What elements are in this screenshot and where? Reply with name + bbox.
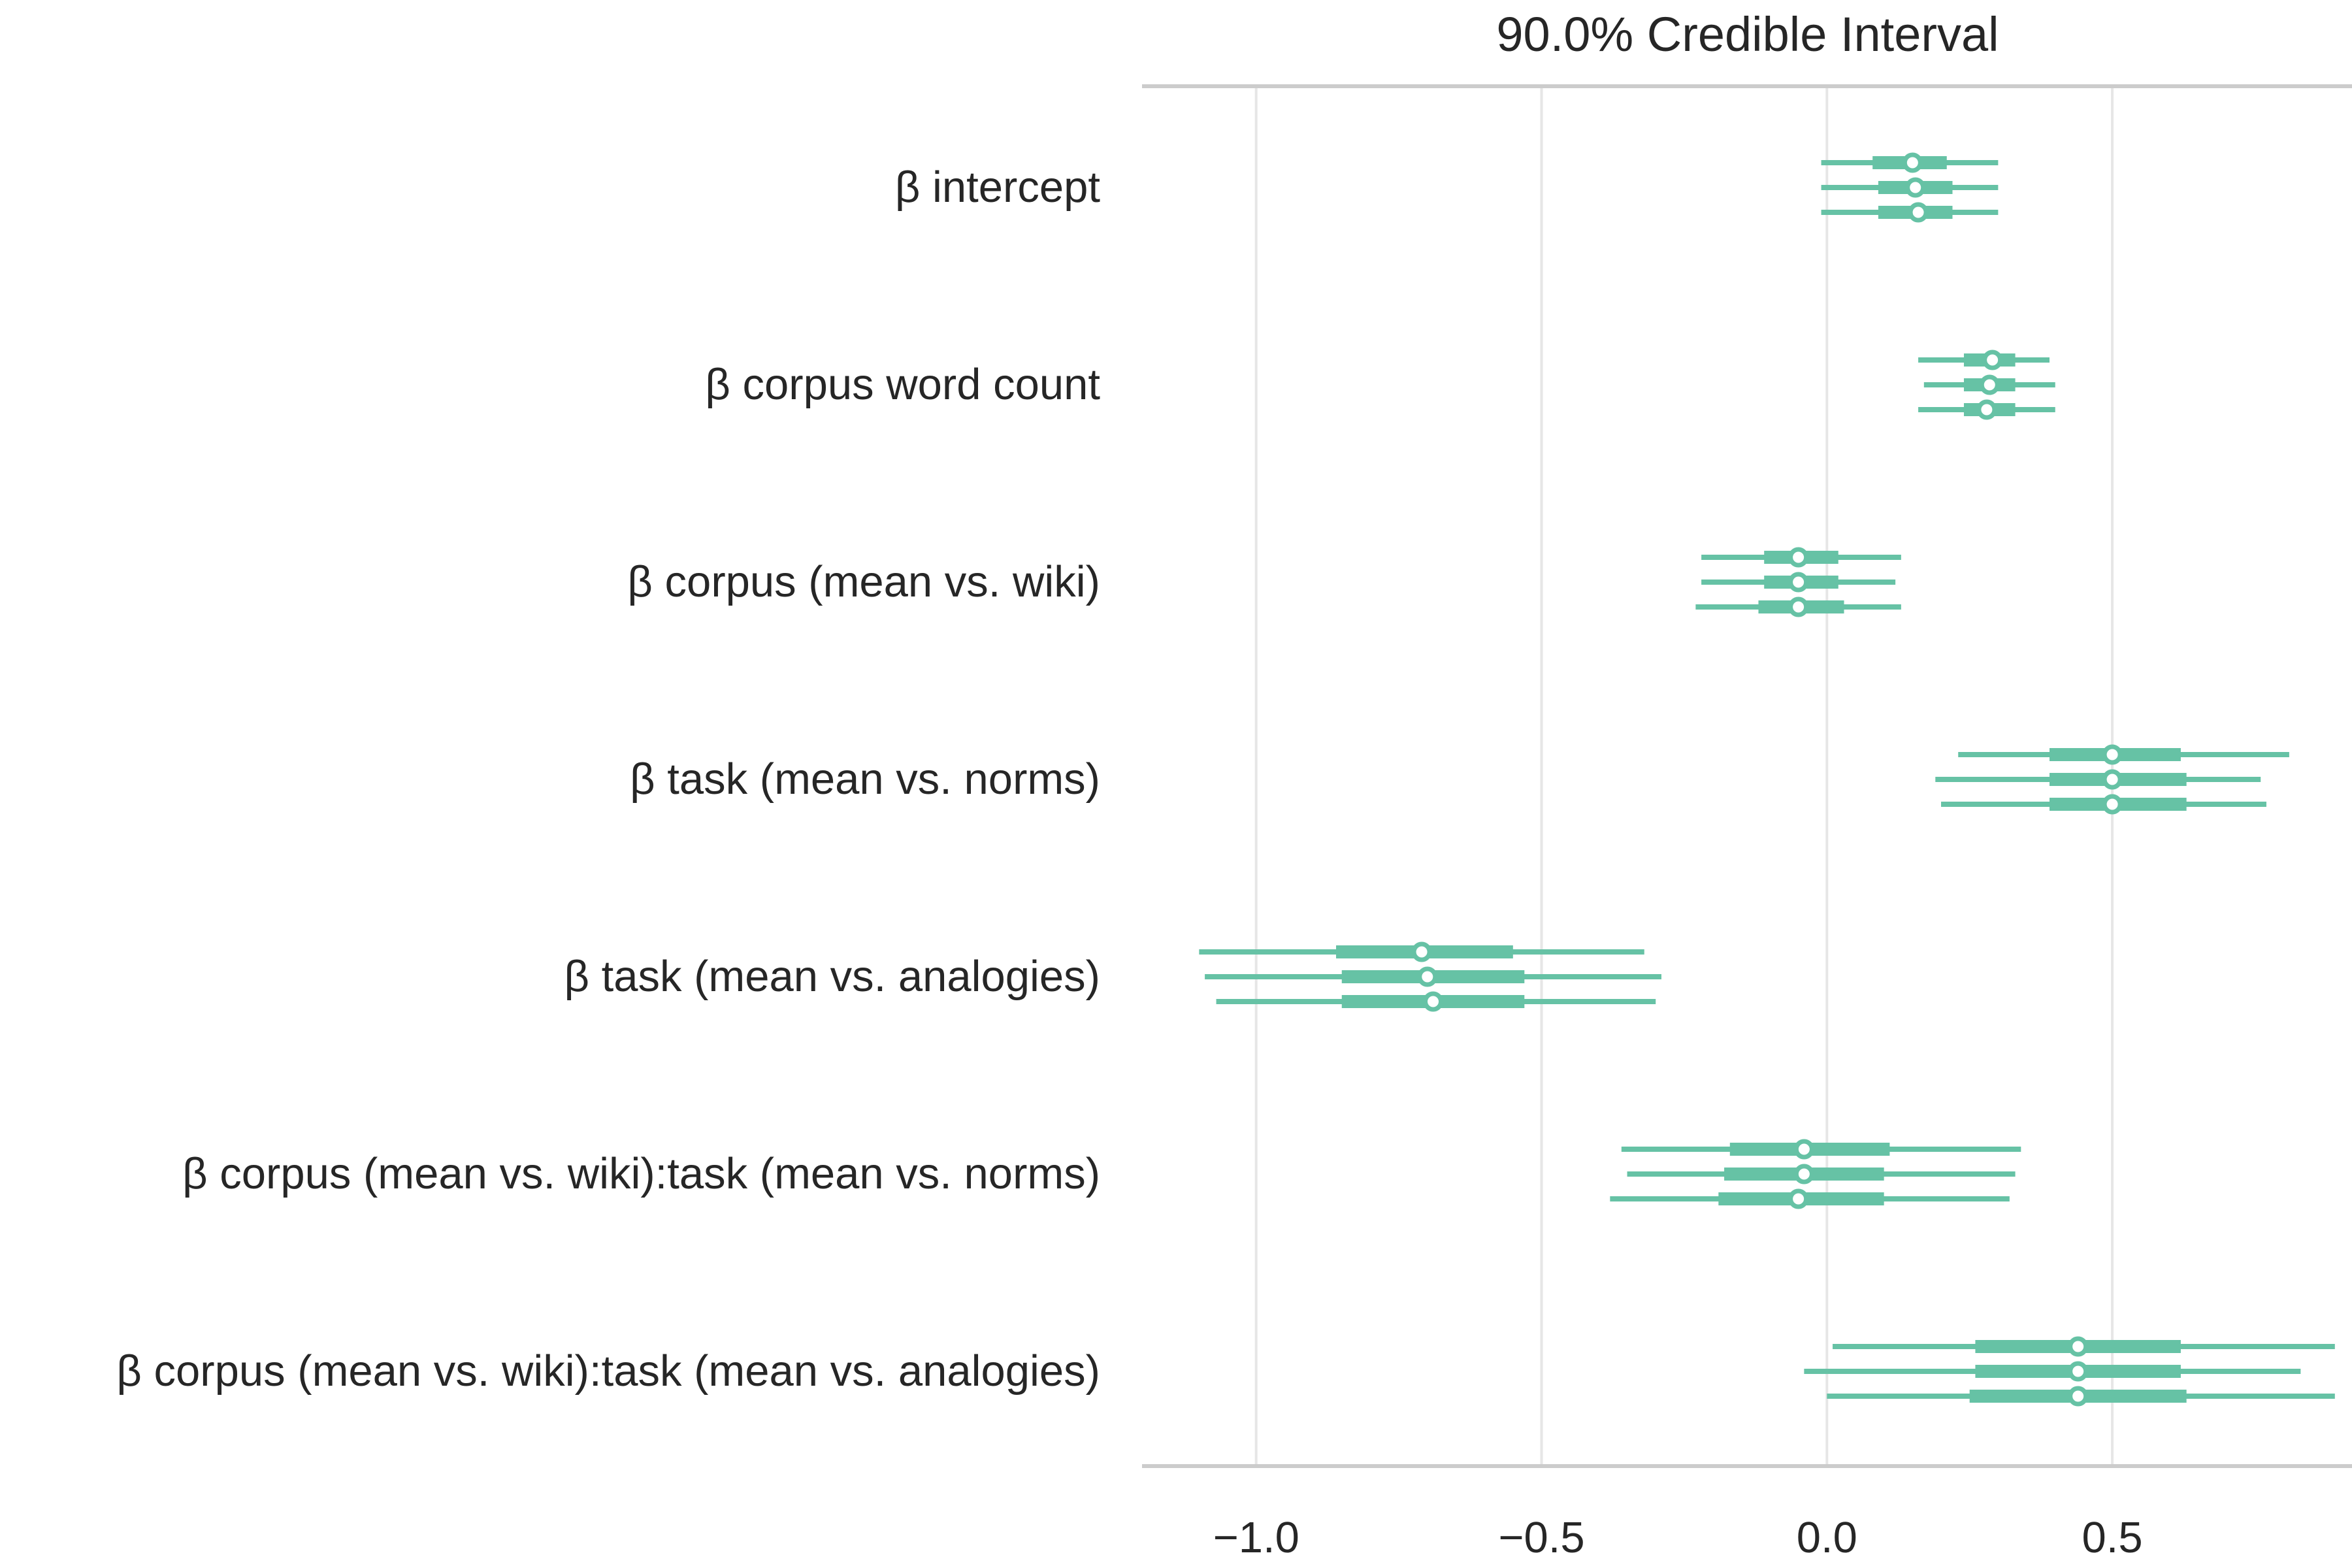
chain-interval bbox=[1701, 572, 1896, 593]
y-axis-label: β corpus (mean vs. wiki) bbox=[627, 557, 1100, 606]
chain-interval bbox=[1821, 177, 1999, 198]
chain-interval bbox=[1621, 1139, 2021, 1160]
median-point bbox=[1982, 350, 2003, 370]
x-tick-label: −0.5 bbox=[1498, 1513, 1584, 1562]
median-point bbox=[2102, 744, 2123, 765]
chain-interval bbox=[1941, 794, 2266, 815]
median-point bbox=[1417, 966, 1438, 987]
y-axis-label: β task (mean vs. analogies) bbox=[564, 952, 1100, 1001]
median-point bbox=[1788, 547, 1809, 568]
x-tick-label: 0.5 bbox=[2082, 1513, 2143, 1562]
median-point bbox=[1976, 399, 1997, 420]
chain-interval bbox=[1935, 769, 2261, 790]
median-point bbox=[1908, 202, 1929, 223]
chain-interval bbox=[1923, 374, 2055, 395]
chain-interval bbox=[1701, 547, 1901, 568]
median-point bbox=[1905, 177, 1926, 198]
median-point bbox=[1793, 1164, 1814, 1184]
median-point bbox=[2068, 1386, 2089, 1407]
chain-interval bbox=[1918, 350, 2050, 370]
x-axis-ticks: −1.0 −0.5 0.0 0.5 bbox=[1213, 1513, 2143, 1562]
median-point bbox=[2102, 794, 2123, 815]
chain-interval bbox=[1833, 1336, 2335, 1357]
chain-interval bbox=[1821, 152, 1999, 173]
chain-interval bbox=[1695, 596, 1901, 617]
y-axis-label: β corpus (mean vs. wiki):task (mean vs. … bbox=[182, 1149, 1100, 1198]
x-tick-label: 0.0 bbox=[1797, 1513, 1857, 1562]
median-point bbox=[1788, 1188, 1809, 1209]
chain-interval bbox=[1205, 966, 1661, 987]
median-point bbox=[1902, 152, 1923, 173]
median-point bbox=[1788, 572, 1809, 593]
chain-interval bbox=[1216, 991, 1656, 1012]
chain-interval bbox=[1821, 202, 1999, 223]
chain-interval bbox=[1627, 1164, 2016, 1184]
y-axis-labels: β intercept β corpus word count β corpus (… bbox=[116, 163, 1100, 1396]
median-point bbox=[2068, 1361, 2089, 1382]
grid-lines bbox=[1254, 86, 2114, 1466]
median-point bbox=[1423, 991, 1444, 1012]
median-point bbox=[1793, 1139, 1814, 1160]
chain-interval bbox=[1918, 399, 2055, 420]
chain-interval bbox=[1199, 941, 1644, 962]
y-axis-label: β corpus (mean vs. wiki):task (mean vs. … bbox=[116, 1347, 1100, 1396]
median-point bbox=[1788, 596, 1809, 617]
chain-interval bbox=[1958, 744, 2289, 765]
median-point bbox=[1411, 941, 1432, 962]
median-point bbox=[1979, 374, 2000, 395]
chain-interval bbox=[1804, 1361, 2301, 1382]
y-axis-label: β intercept bbox=[895, 163, 1101, 212]
chart-title: 90.0% Credible Interval bbox=[1496, 7, 1999, 61]
median-point bbox=[2102, 769, 2123, 790]
interval-marks bbox=[1199, 152, 2335, 1407]
x-tick-label: −1.0 bbox=[1213, 1513, 1299, 1562]
chain-interval bbox=[1610, 1188, 2010, 1209]
chain-interval bbox=[1827, 1386, 2335, 1407]
y-axis-label: β task (mean vs. norms) bbox=[630, 755, 1100, 804]
y-axis-label: β corpus word count bbox=[705, 360, 1100, 409]
median-point bbox=[2068, 1336, 2089, 1357]
